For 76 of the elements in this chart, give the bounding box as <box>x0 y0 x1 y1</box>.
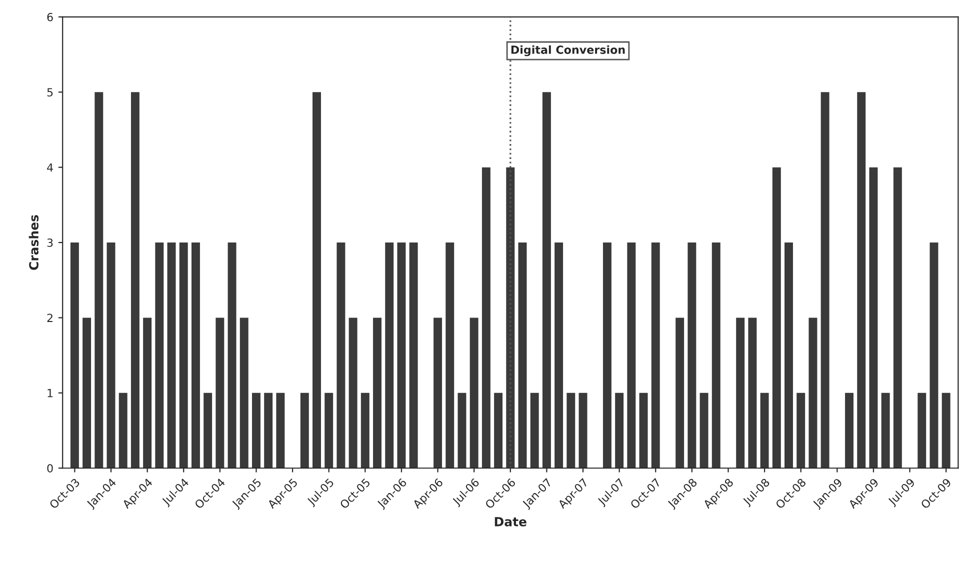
bar <box>204 392 212 468</box>
y-tick-label: 0 <box>47 464 53 472</box>
bar <box>530 392 539 468</box>
y-tick-label: 1 <box>48 389 53 398</box>
bar <box>167 242 176 468</box>
bar <box>918 392 926 468</box>
bar <box>434 318 442 468</box>
bar <box>276 392 285 468</box>
bar <box>627 242 636 468</box>
bar <box>639 392 648 468</box>
bar <box>651 242 660 468</box>
bar <box>566 392 576 468</box>
bar <box>228 242 236 468</box>
bar <box>494 392 503 468</box>
bar <box>942 392 950 468</box>
bar <box>348 318 358 468</box>
bar <box>615 392 624 468</box>
bar <box>808 318 818 468</box>
bar <box>796 392 806 468</box>
bar <box>446 242 454 468</box>
bar <box>458 392 466 468</box>
bar <box>506 167 515 468</box>
bar <box>409 242 418 468</box>
y-tick-label: 5 <box>47 88 53 96</box>
bar <box>930 242 938 468</box>
bar <box>736 318 745 468</box>
bar <box>312 92 321 468</box>
bar <box>216 318 224 468</box>
bar <box>106 242 116 468</box>
bar <box>578 392 588 468</box>
y-tick-label: 2 <box>47 314 52 322</box>
bar <box>845 392 854 468</box>
bar <box>130 92 140 468</box>
y-tick-label: 4 <box>47 163 53 172</box>
bar <box>554 242 564 468</box>
ref-line-label: Digital Conversion <box>511 45 625 56</box>
bar <box>748 318 757 468</box>
bar <box>893 167 902 468</box>
bar <box>700 392 708 468</box>
bar <box>397 242 406 468</box>
bar <box>760 392 769 468</box>
bar <box>155 242 164 468</box>
bar <box>385 242 394 468</box>
y-axis-title: Crashes <box>28 215 39 270</box>
bar <box>300 392 309 468</box>
bar <box>482 167 490 468</box>
x-axis-title: Date <box>494 517 526 526</box>
bar <box>179 242 188 468</box>
bar <box>688 242 696 468</box>
bar <box>676 318 684 468</box>
bar <box>820 92 830 468</box>
y-tick-label: 3 <box>47 238 53 247</box>
bar <box>784 242 793 468</box>
bar <box>240 318 248 468</box>
bar <box>252 392 260 468</box>
bar <box>264 392 273 468</box>
bar <box>360 392 370 468</box>
bar <box>373 318 382 468</box>
bar <box>470 318 478 468</box>
bar <box>118 392 128 468</box>
bar <box>70 242 79 468</box>
bar <box>881 392 890 468</box>
bar <box>869 167 878 468</box>
bar <box>602 242 612 468</box>
bar <box>857 92 866 468</box>
bar <box>542 92 551 468</box>
bar <box>82 318 92 468</box>
bar <box>94 92 104 468</box>
y-tick-label: 6 <box>47 12 53 22</box>
bar <box>772 167 781 468</box>
bar <box>324 392 334 468</box>
bar <box>336 242 346 468</box>
bar <box>143 318 152 468</box>
bar <box>191 242 200 468</box>
bar <box>712 242 720 468</box>
bar <box>518 242 527 468</box>
